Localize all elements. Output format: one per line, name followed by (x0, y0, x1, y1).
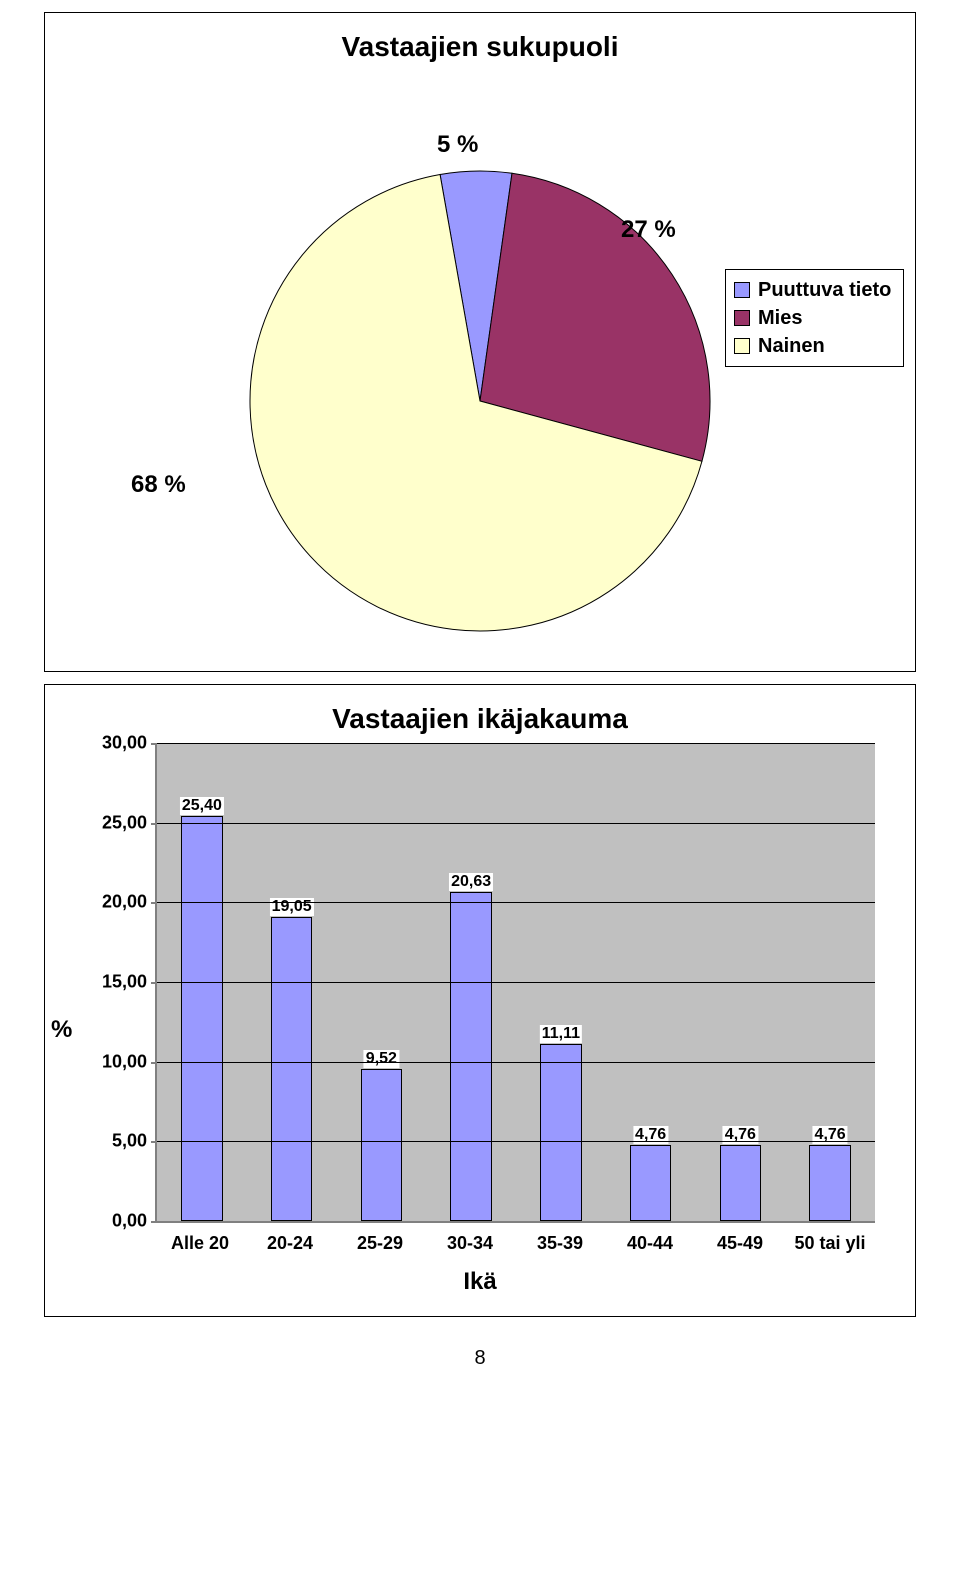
bar-chart-panel: Vastaajien ikäjakauma % 25,40 19,05 9,52 20… (44, 684, 916, 1317)
xtick-label: 45-49 (695, 1223, 785, 1254)
gridline (157, 1062, 875, 1063)
ytick-label: 30,00 (102, 733, 157, 754)
xtick-label: 20-24 (245, 1223, 335, 1254)
legend-item: Puuttuva tieto (734, 276, 891, 304)
xtick-label: 40-44 (605, 1223, 695, 1254)
ytick-label: 25,00 (102, 812, 157, 833)
legend-swatch (734, 282, 750, 298)
pie-slice-label: 68 % (131, 471, 186, 499)
bar: 25,40 (181, 816, 222, 1221)
gridline (157, 743, 875, 744)
pie-slice-label: 27 % (621, 216, 676, 244)
legend-label: Puuttuva tieto (758, 276, 891, 304)
pie-slice-label: 5 % (437, 131, 478, 159)
bar-value-label: 20,63 (449, 873, 493, 891)
gridline (157, 823, 875, 824)
pie-chart-area: 5 % 27 % 68 % Puuttuva tieto Mies Nainen (45, 71, 915, 671)
bar: 19,05 (271, 917, 312, 1221)
bar: 4,76 (809, 1145, 850, 1221)
legend-swatch (734, 338, 750, 354)
bar-chart-title: Vastaajien ikäjakauma (45, 685, 915, 743)
page-number: 8 (0, 1329, 960, 1388)
gridline (157, 902, 875, 903)
bar-value-label: 19,05 (270, 898, 314, 916)
pie-chart-panel: Vastaajien sukupuoli 5 % 27 % 68 % Puuttuv… (44, 12, 916, 672)
bar-plot: 25,4019,059,5220,6311,114,764,764,76 0,0… (155, 743, 875, 1223)
xtick-label: 30-34 (425, 1223, 515, 1254)
xtick-label: 50 tai yli (785, 1223, 875, 1254)
xaxis-title: Ikä (65, 1254, 895, 1296)
ytick-label: 20,00 (102, 892, 157, 913)
ytick-label: 0,00 (112, 1211, 157, 1232)
bar: 20,63 (450, 892, 491, 1221)
ytick-label: 5,00 (112, 1131, 157, 1152)
bar: 4,76 (720, 1145, 761, 1221)
legend-item: Nainen (734, 332, 891, 360)
bar: 4,76 (630, 1145, 671, 1221)
bar-value-label: 9,52 (364, 1050, 399, 1068)
bar: 11,11 (540, 1044, 581, 1221)
gridline (157, 1141, 875, 1142)
bar-chart-area: % 25,40 19,05 9,52 20,63 11,11 4,76 4,76 4,76 0… (45, 743, 915, 1316)
gridline (157, 982, 875, 983)
pie-chart-title: Vastaajien sukupuoli (45, 13, 915, 71)
xtick-label: 35-39 (515, 1223, 605, 1254)
bar: 9,52 (361, 1069, 402, 1221)
bar-value-label: 11,11 (540, 1025, 582, 1043)
legend-label: Mies (758, 304, 802, 332)
ytick-label: 10,00 (102, 1051, 157, 1072)
legend-swatch (734, 310, 750, 326)
pie-legend: Puuttuva tieto Mies Nainen (725, 269, 904, 367)
xtick-label: 25-29 (335, 1223, 425, 1254)
xtick-label: Alle 20 (155, 1223, 245, 1254)
yaxis-percent-label: % (51, 1016, 72, 1044)
legend-item: Mies (734, 304, 891, 332)
bar-value-label: 25,40 (180, 797, 224, 815)
legend-label: Nainen (758, 332, 825, 360)
ytick-label: 15,00 (102, 972, 157, 993)
